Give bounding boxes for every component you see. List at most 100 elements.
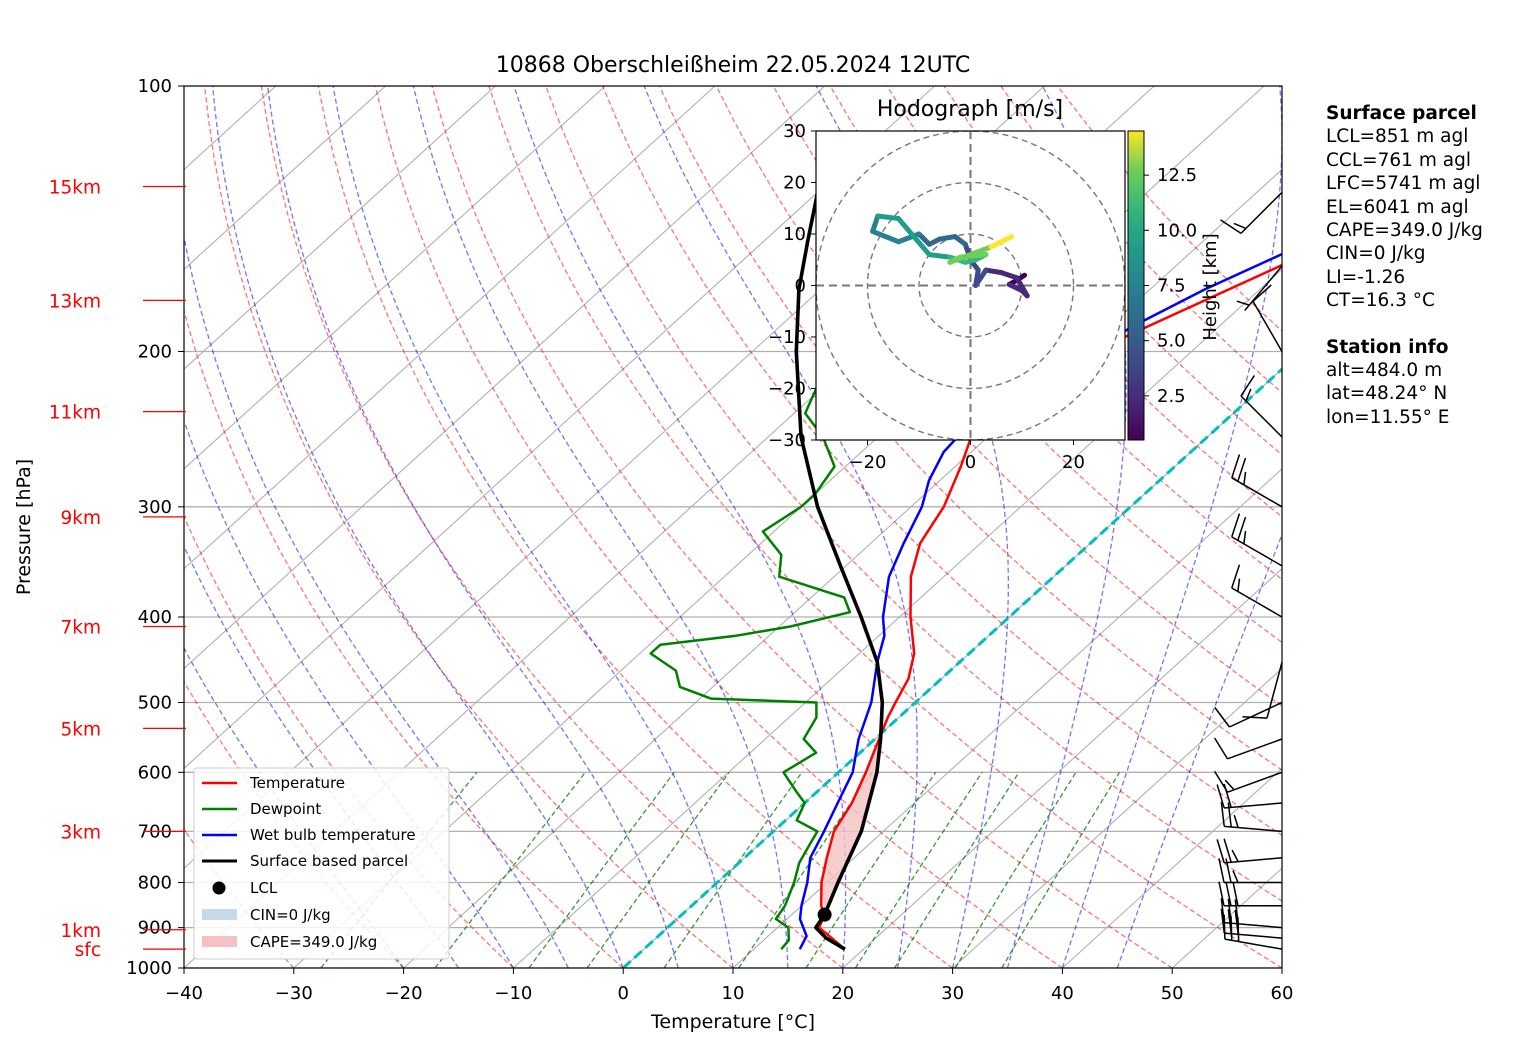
- wind-barb-feather: [1231, 849, 1239, 862]
- hodograph-segment: [870, 213, 881, 234]
- legend-label-cin: CIN=0 J/kg: [250, 906, 331, 924]
- moist-adiabat-line: [412, 86, 789, 968]
- moist-adiabat-line: [184, 418, 514, 968]
- legend: Temperature Dewpoint Wet bulb temperatur…: [193, 767, 450, 960]
- wind-barb: [1220, 898, 1283, 929]
- wind-barb-feather: [1237, 578, 1241, 592]
- x-tick-label: −40: [165, 983, 203, 1004]
- isotherm-line: [184, 86, 496, 370]
- legend-label-wetbulb: Wet bulb temperature: [250, 826, 416, 844]
- wind-barb-feather: [1227, 909, 1232, 934]
- hodograph-ring: [866, 181, 1075, 390]
- wind-barb-feather: [1234, 899, 1239, 924]
- dewpoint-line: [649, 191, 945, 951]
- mixing-ratio-line: [805, 771, 937, 968]
- legend-box: [193, 767, 450, 960]
- wind-barb-feather: [1237, 516, 1247, 541]
- moist-adiabat-line: [184, 233, 569, 968]
- height-label: 1km: [60, 921, 101, 942]
- cape-shading: [821, 724, 885, 915]
- hodograph-ticks: −20 0 20 30 20 10 0 −10 −20 −30: [768, 121, 1085, 473]
- wind-barb-feather: [1224, 779, 1235, 791]
- colorbar-tick-label: 7.5: [1157, 276, 1186, 297]
- height-label: 13km: [49, 291, 101, 312]
- y-tick-label: 900: [138, 918, 172, 939]
- wind-barb-staff: [1224, 857, 1283, 864]
- mixing-ratio-line: [738, 771, 873, 968]
- legend-label-dewpoint: Dewpoint: [250, 800, 321, 818]
- wind-barb-feather: [1213, 737, 1229, 760]
- wind-barb-staff: [1266, 661, 1283, 719]
- surface-parcel-cin: CIN=0 J/kg: [1326, 243, 1426, 265]
- dry-adiabat-line: [317, 86, 953, 968]
- wind-barb-feather: [1220, 898, 1225, 923]
- wind-barb-feather: [1216, 839, 1225, 864]
- dry-adiabats: [184, 86, 1282, 968]
- wind-barb-feather: [1237, 457, 1247, 482]
- wind-barb: [1231, 564, 1283, 618]
- hodograph-trace: [870, 213, 1030, 299]
- dry-adiabat-line: [943, 86, 1282, 456]
- station-info-lon: lon=11.55° E: [1326, 406, 1450, 428]
- wind-barb-staff: [1224, 825, 1283, 833]
- moist-adiabat-line: [332, 86, 734, 968]
- wind-barb-staff: [1231, 477, 1283, 508]
- legend-label-temperature: Temperature: [249, 774, 345, 792]
- wind-barb: [1220, 801, 1283, 833]
- dry-adiabat-line: [545, 86, 1282, 902]
- hodograph-segment: [1014, 275, 1030, 299]
- height-label: 5km: [60, 719, 101, 740]
- wind-barb-feather: [1236, 300, 1250, 306]
- wind-barb-feather: [1232, 870, 1239, 883]
- height-label: 15km: [49, 177, 101, 198]
- surface-parcel-li: LI=-1.26: [1326, 266, 1406, 288]
- mixing-ratio-line: [854, 771, 983, 968]
- wind-barb: [1220, 191, 1283, 234]
- isotherm-line: [184, 86, 826, 670]
- wind-barb-feather: [1233, 814, 1239, 828]
- wind-barb-feather: [1242, 716, 1268, 719]
- isotherm-line: [732, 468, 1282, 968]
- wind-barb-feather: [1218, 881, 1225, 906]
- colorbar-tick-label: 5.0: [1157, 331, 1186, 352]
- y-tick-label: 200: [138, 342, 172, 363]
- wind-barb-feather: [1218, 858, 1225, 883]
- wind-barb-feather: [1227, 802, 1232, 828]
- wind-barb: [1223, 914, 1283, 950]
- dry-adiabat-line: [602, 86, 1282, 836]
- wind-barb-feather: [1220, 908, 1225, 934]
- lcl-point: [817, 907, 832, 922]
- dry-adiabat-line: [184, 515, 514, 968]
- isotherm-line: [842, 567, 1282, 968]
- hodograph-x-tick-label: 20: [1062, 452, 1085, 473]
- wind-barb-feather: [1240, 375, 1256, 397]
- wind-barb-feather: [1213, 770, 1229, 793]
- hodograph-segment: [973, 267, 981, 288]
- x-tick-label: 10: [722, 983, 745, 1004]
- hodograph-segment: [947, 252, 973, 265]
- x-axis-ticks: −40 −30 −20 −10 0 10 20 30 40 50 60: [165, 968, 1293, 1004]
- height-label: 7km: [60, 617, 101, 638]
- wind-barb-feather: [1245, 388, 1252, 402]
- hodograph-x-tick-label: −20: [849, 452, 887, 473]
- wind-barb-staff: [1240, 191, 1283, 234]
- wind-barb-feather: [1225, 881, 1232, 906]
- wind-barb: [1240, 375, 1283, 438]
- moist-adiabat-line: [266, 86, 679, 968]
- wind-barb: [1216, 838, 1283, 864]
- wind-barb-staff: [1252, 300, 1283, 352]
- wind-barb-staff: [1231, 587, 1283, 618]
- hodograph-segment: [911, 234, 932, 258]
- surface-parcel-el: EL=6041 m agl: [1326, 196, 1469, 218]
- wind-barb: [1218, 881, 1282, 907]
- hodograph-y-tick-label: −10: [768, 327, 806, 348]
- legend-label-lcl: LCL: [250, 879, 278, 897]
- wind-barb-feather: [1233, 222, 1247, 230]
- dry-adiabat-line: [886, 86, 1282, 518]
- wind-barb: [1236, 265, 1283, 311]
- height-label: 9km: [60, 508, 101, 529]
- freezing-isotherm: [622, 367, 1282, 968]
- wind-barb-staff: [1229, 701, 1283, 728]
- mixing-ratio-line: [954, 771, 1077, 968]
